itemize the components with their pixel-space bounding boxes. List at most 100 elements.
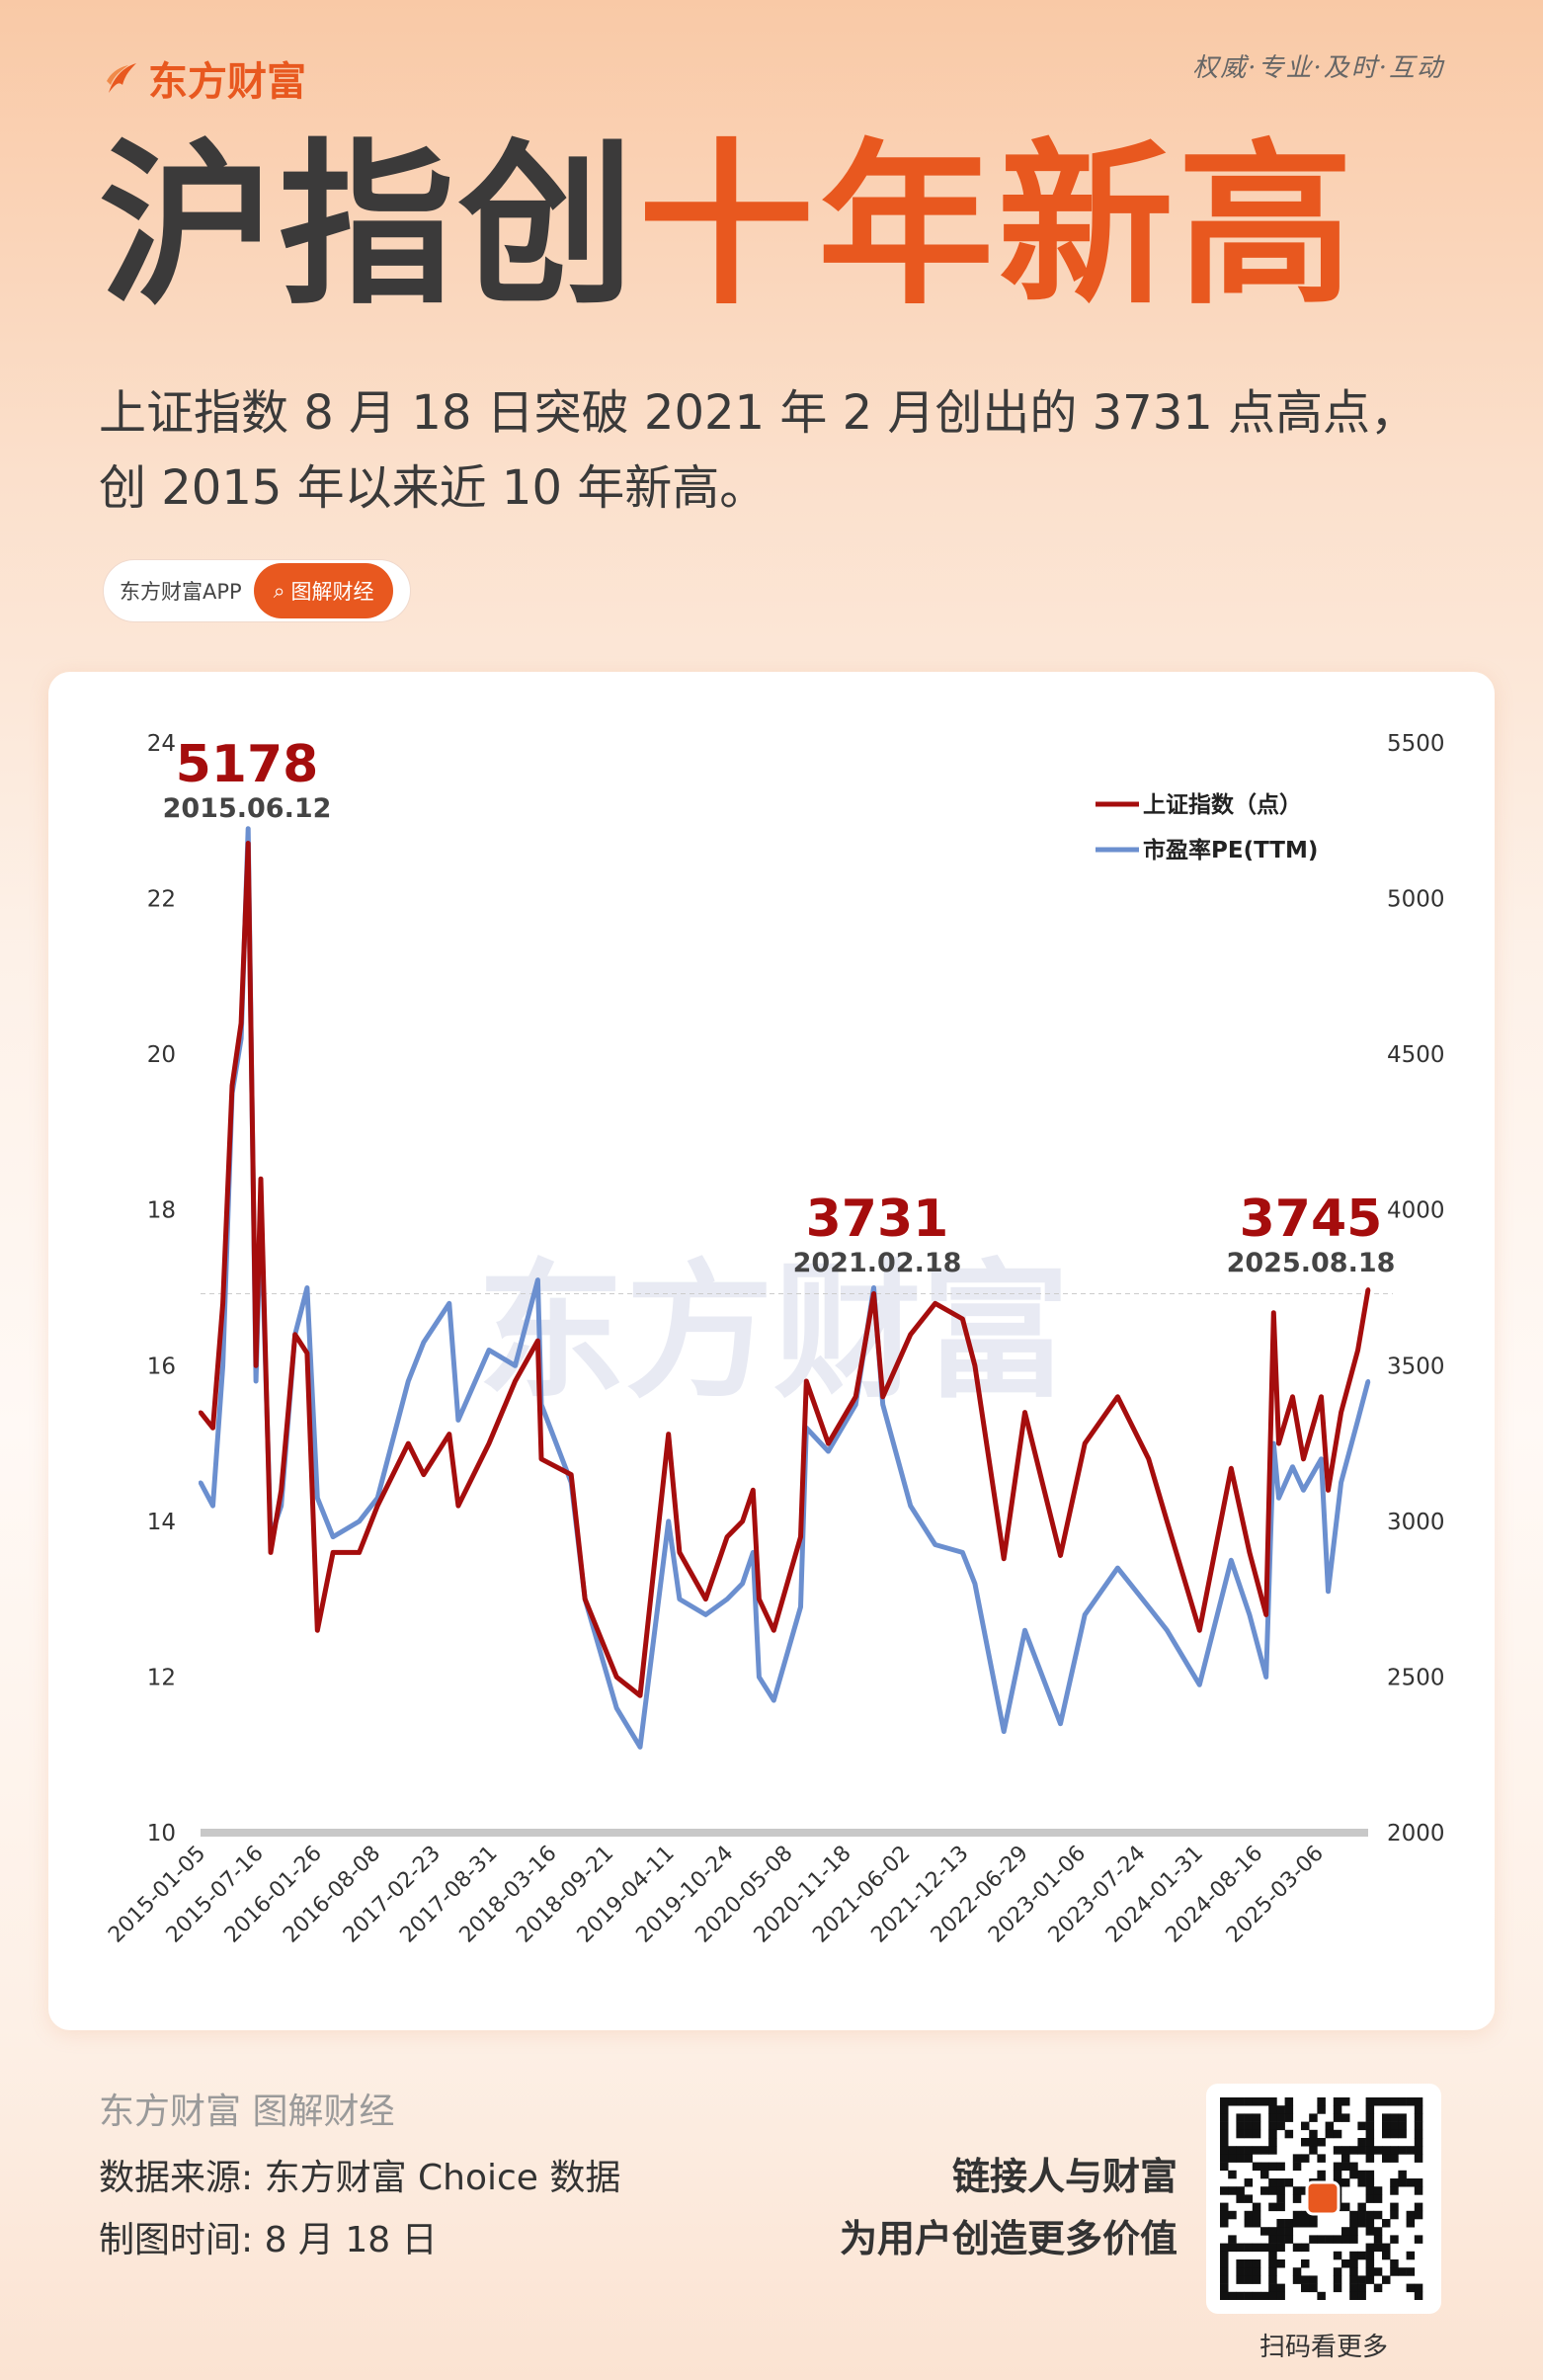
index-point <box>315 1628 320 1633</box>
index-point <box>455 1504 460 1509</box>
pe-point <box>1229 1558 1234 1563</box>
pe-point <box>254 1379 259 1384</box>
pe-point <box>304 1285 309 1290</box>
index-point <box>1301 1456 1306 1461</box>
index-point <box>447 1432 451 1436</box>
pe-point <box>535 1277 540 1282</box>
watermark: 东方财富 <box>477 1247 1070 1419</box>
index-point <box>421 1472 426 1477</box>
index-point <box>614 1675 619 1680</box>
search-tag-button[interactable]: ⌕ 图解财经 <box>253 563 394 618</box>
annotation-value: 5178 <box>176 735 319 794</box>
pe-point <box>960 1550 965 1555</box>
index-point <box>798 1534 803 1539</box>
index-point <box>853 1394 858 1399</box>
index-point <box>1319 1394 1324 1399</box>
index-point <box>375 1504 380 1509</box>
index-point <box>772 1628 776 1633</box>
right-tick-label: 4500 <box>1387 1042 1445 1068</box>
pe-point <box>908 1504 913 1509</box>
right-tick-label: 5000 <box>1387 887 1445 913</box>
pe-point <box>1290 1464 1295 1469</box>
index-point <box>331 1550 336 1555</box>
app-search-pill[interactable]: 东方财富APP ⌕ 图解财经 <box>103 559 411 622</box>
right-tick-label: 5500 <box>1387 731 1445 757</box>
title-part1: 沪指创 <box>99 123 638 328</box>
page-title: 沪指创十年新高 <box>99 138 1357 314</box>
pe-series-line <box>198 826 1371 1750</box>
pe-point <box>880 1402 885 1407</box>
pe-point <box>871 1285 876 1290</box>
right-tick-label: 3000 <box>1387 1510 1445 1535</box>
index-point <box>292 1332 297 1337</box>
annotation-date: 2015.06.12 <box>163 793 332 824</box>
qr-code[interactable] <box>1206 2084 1441 2314</box>
pe-point <box>933 1542 937 1547</box>
data-source: 数据来源: 东方财富 Choice 数据 <box>99 2158 621 2198</box>
index-point <box>1197 1628 1202 1633</box>
flame-logo-icon <box>107 63 136 93</box>
pe-point <box>1319 1456 1324 1461</box>
index-point <box>933 1301 937 1306</box>
index-point <box>725 1534 730 1539</box>
pe-point <box>1339 1480 1343 1485</box>
pe-point <box>315 1496 320 1501</box>
qr-code-icon <box>1220 2097 1423 2301</box>
index-point <box>666 1432 671 1436</box>
index-point <box>880 1394 885 1399</box>
pe-point <box>1022 1628 1027 1633</box>
index-point <box>246 841 251 846</box>
footer-slogan-1: 链接人与财富 <box>951 2155 1178 2198</box>
brand-name: 东方财富 <box>148 59 306 105</box>
index-point <box>804 1379 809 1384</box>
qr-caption: 扫码看更多 <box>1259 2333 1388 2362</box>
index-point <box>1022 1410 1027 1415</box>
index-point <box>751 1488 756 1493</box>
pe-point <box>638 1745 643 1750</box>
pe-point <box>972 1581 977 1586</box>
pe-point <box>826 1448 831 1453</box>
index-point <box>1263 1612 1268 1617</box>
index-point <box>239 1021 244 1026</box>
pe-point <box>331 1534 336 1539</box>
footer-logo: 东方财富 图解财经 <box>99 2092 395 2132</box>
pe-point <box>725 1597 730 1601</box>
index-point <box>486 1441 491 1446</box>
index-point <box>1165 1518 1170 1523</box>
subtitle: 上证指数 8 月 18 日突破 2021 年 2 月创出的 3731 点高点， 创… <box>99 375 1418 526</box>
index-point <box>254 1363 259 1368</box>
index-point <box>1247 1550 1252 1555</box>
title-part2: 十年新高 <box>638 123 1357 328</box>
index-point <box>1146 1456 1151 1461</box>
pe-point <box>1197 1682 1202 1687</box>
pe-point <box>246 826 251 831</box>
right-tick-label: 2000 <box>1387 1821 1445 1847</box>
index-point <box>269 1550 274 1555</box>
pe-point <box>486 1348 491 1353</box>
index-point <box>304 1351 309 1355</box>
right-tick-label: 2500 <box>1387 1665 1445 1690</box>
annotation-value: 3745 <box>1240 1190 1383 1249</box>
brand-slogan: 权威·专业·及时·互动 <box>1192 53 1444 83</box>
pe-point <box>1366 1379 1370 1384</box>
index-point <box>1115 1394 1120 1399</box>
left-tick-label: 22 <box>147 887 176 913</box>
pe-point <box>513 1363 518 1368</box>
index-point <box>1002 1556 1007 1561</box>
line-chart: 东方财富 10 12 14 16 18 20 22 24 2000 2500 3000 3500 4000… <box>104 731 1445 1948</box>
index-point <box>220 1301 225 1306</box>
index-point <box>972 1363 977 1368</box>
index-point <box>569 1472 574 1477</box>
index-point <box>677 1550 682 1555</box>
index-point <box>1058 1553 1063 1558</box>
pe-point <box>421 1340 426 1345</box>
index-point <box>638 1693 643 1698</box>
left-tick-label: 12 <box>147 1665 176 1690</box>
pe-point <box>740 1581 745 1586</box>
index-point <box>1276 1441 1281 1446</box>
footer-slogan-2: 为用户创造更多价值 <box>839 2217 1178 2260</box>
left-tick-label: 10 <box>147 1821 176 1847</box>
subtitle-line1: 上证指数 8 月 18 日突破 2021 年 2 月创出的 3731 点高点， <box>99 385 1419 441</box>
pe-point <box>798 1604 803 1609</box>
pe-point <box>1146 1604 1151 1609</box>
